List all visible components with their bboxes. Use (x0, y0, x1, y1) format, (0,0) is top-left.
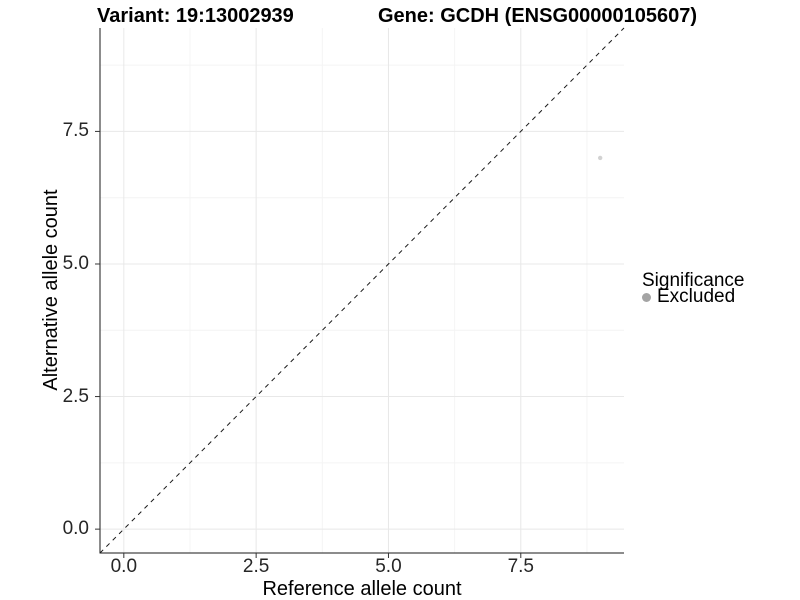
x-tick-label: 5.0 (375, 556, 402, 577)
x-tick-label: 0.0 (110, 556, 138, 577)
y-tick-label: 7.5 (62, 120, 89, 142)
y-tick-label: 2.5 (62, 385, 89, 407)
x-axis-title: Reference allele count (262, 578, 462, 600)
x-tick-label: 2.5 (242, 556, 270, 577)
legend-title: Significance (642, 270, 745, 291)
legend-item-label: Excluded (657, 286, 736, 307)
plot-title-variant: Variant: 19:13002939 (97, 5, 294, 27)
legend-key-dot (642, 293, 651, 302)
y-tick-label: 0.0 (62, 518, 89, 540)
identity-dashed-line (99, 27, 625, 554)
y-axis-title: Alternative allele count (40, 189, 62, 391)
x-tick-label: 7.5 (507, 556, 534, 577)
plot-title-gene: Gene: GCDH (ENSG00000105607) (378, 5, 698, 27)
y-tick-label: 5.0 (62, 252, 89, 274)
data-point (597, 155, 603, 161)
